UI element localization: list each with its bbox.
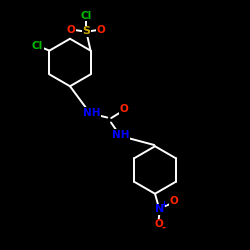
Text: O: O [97,25,106,35]
Text: O: O [170,196,178,206]
Text: O: O [154,219,163,229]
Text: +: + [160,200,167,209]
Text: NH: NH [82,108,100,118]
Text: -: - [162,223,166,233]
Text: Cl: Cl [80,11,92,21]
Text: O: O [119,104,128,114]
Text: NH: NH [112,130,129,140]
Text: N: N [155,204,164,214]
Text: O: O [67,25,76,35]
Text: Cl: Cl [32,41,43,51]
Text: S: S [82,26,90,36]
